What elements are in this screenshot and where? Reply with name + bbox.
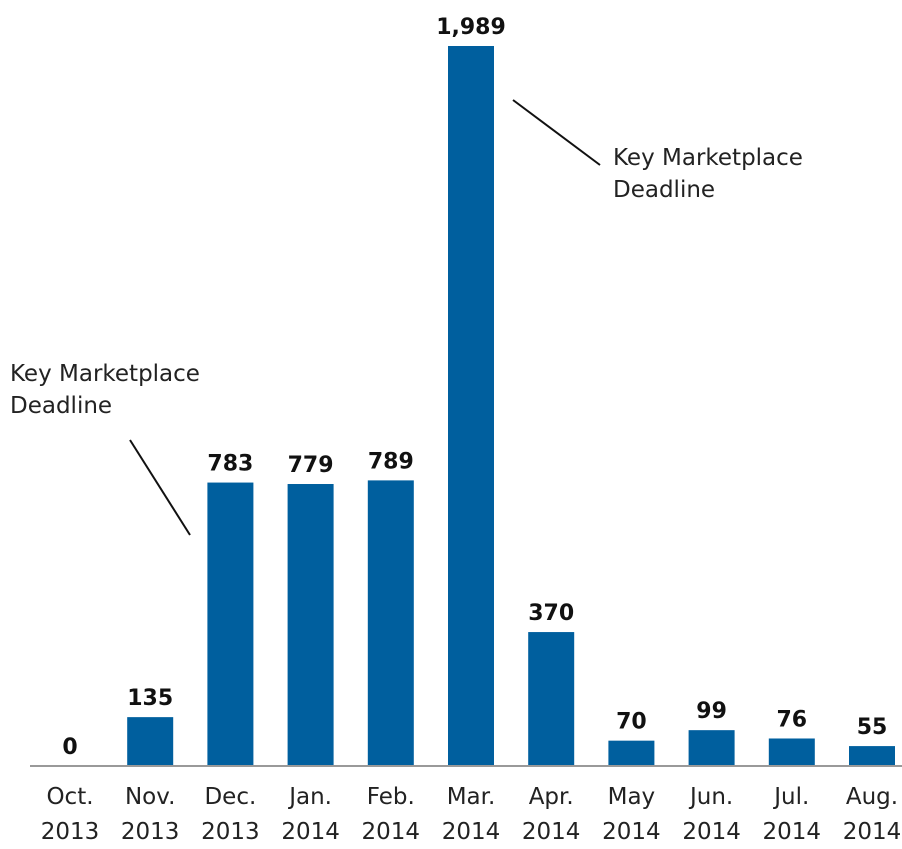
value-label: 99 xyxy=(696,699,727,724)
bar xyxy=(688,730,735,766)
x-tick-label: Feb. 2014 xyxy=(361,784,421,845)
annotation-leader xyxy=(129,439,191,536)
annotation: Key Marketplace Deadline xyxy=(10,361,200,419)
x-tick-label: Aug. 2014 xyxy=(842,784,902,845)
x-tick-label: Jan. 2014 xyxy=(281,784,340,845)
annotation: Key Marketplace Deadline xyxy=(613,145,803,203)
bar xyxy=(608,740,655,766)
bar xyxy=(367,480,414,766)
bar xyxy=(849,746,895,766)
bar xyxy=(528,632,575,766)
x-tick-label: Dec. 2013 xyxy=(201,784,260,845)
value-label: 0 xyxy=(62,735,77,760)
value-label: 1,989 xyxy=(436,15,506,40)
value-label: 70 xyxy=(616,710,647,735)
value-label: 789 xyxy=(368,449,414,474)
x-tick-label: Apr. 2014 xyxy=(521,784,581,845)
annotation-leader xyxy=(512,99,601,166)
value-label: 783 xyxy=(207,452,253,477)
value-label: 779 xyxy=(288,453,334,478)
x-tick-label: Jul. 2014 xyxy=(762,784,822,845)
bar xyxy=(207,482,254,766)
value-label: 370 xyxy=(528,601,574,626)
x-tick-label: Mar. 2014 xyxy=(441,784,501,845)
x-tick-label: Jun. 2014 xyxy=(682,784,741,845)
bar xyxy=(127,717,174,766)
value-label: 55 xyxy=(857,715,888,740)
value-label: 135 xyxy=(127,686,173,711)
x-tick-label: May 2014 xyxy=(602,784,661,845)
bar xyxy=(287,484,334,766)
bar xyxy=(768,738,815,766)
bar xyxy=(448,46,494,766)
x-tick-label: Nov. 2013 xyxy=(120,784,180,845)
x-tick-label: Oct. 2013 xyxy=(40,784,100,845)
value-label: 76 xyxy=(776,707,807,732)
